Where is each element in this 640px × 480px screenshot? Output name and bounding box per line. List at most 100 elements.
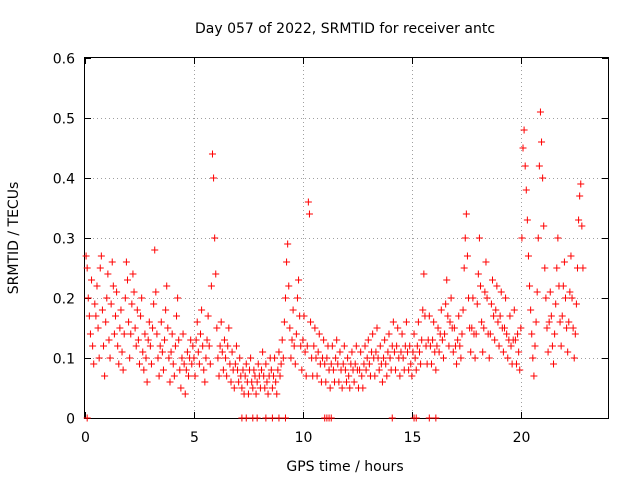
data-point: [483, 294, 491, 302]
data-point: [281, 294, 289, 302]
data-point: [313, 372, 321, 380]
data-point: [193, 318, 201, 326]
x-tick-label: 10: [295, 430, 313, 446]
data-point: [247, 354, 255, 362]
data-point: [94, 324, 102, 332]
data-point: [263, 378, 271, 386]
data-point: [556, 318, 564, 326]
data-point: [123, 276, 131, 284]
data-point: [288, 336, 296, 344]
data-point: [129, 270, 137, 278]
data-point: [285, 282, 293, 290]
data-point: [83, 264, 91, 272]
data-point: [117, 306, 125, 314]
data-point: [198, 306, 206, 314]
data-point: [206, 360, 214, 368]
data-point: [216, 342, 224, 350]
data-point: [389, 318, 397, 326]
data-point: [432, 366, 440, 374]
data-point: [299, 336, 307, 344]
data-point: [511, 336, 519, 344]
data-point: [441, 330, 449, 338]
data-point: [230, 384, 238, 392]
data-point: [357, 348, 365, 356]
data-point: [188, 360, 196, 368]
data-point: [279, 354, 287, 362]
data-point: [558, 312, 566, 320]
data-point: [293, 294, 301, 302]
data-point: [115, 360, 123, 368]
data-point: [432, 414, 440, 422]
data-point: [397, 348, 405, 356]
data-point: [199, 342, 207, 350]
data-point: [133, 306, 141, 314]
data-point: [275, 414, 283, 422]
data-point: [297, 342, 305, 350]
data-point: [569, 324, 577, 332]
data-point: [566, 288, 574, 296]
data-point: [514, 330, 522, 338]
data-point: [487, 300, 495, 308]
data-point: [373, 324, 381, 332]
data-point: [482, 258, 490, 266]
data-point: [361, 342, 369, 350]
data-point: [472, 330, 480, 338]
data-point: [394, 324, 402, 332]
data-point: [564, 348, 572, 356]
data-point: [217, 318, 225, 326]
data-point: [392, 366, 400, 374]
data-point: [517, 324, 525, 332]
data-point: [196, 330, 204, 338]
data-point: [301, 348, 309, 356]
data-point: [433, 342, 441, 350]
data-point: [283, 258, 291, 266]
data-point: [453, 360, 461, 368]
y-tick-label: 0.4: [53, 172, 75, 188]
data-point: [194, 348, 202, 356]
data-point: [98, 306, 106, 314]
data-point: [212, 270, 220, 278]
data-point: [276, 372, 284, 380]
data-point: [409, 348, 417, 356]
data-point: [195, 360, 203, 368]
data-point: [171, 342, 179, 350]
data-point: [393, 342, 401, 350]
data-point: [425, 414, 433, 422]
data-point: [475, 234, 483, 242]
data-point: [340, 342, 348, 350]
data-point: [500, 324, 508, 332]
data-point: [454, 336, 462, 344]
data-point: [396, 372, 404, 380]
data-point: [550, 360, 558, 368]
data-point: [346, 384, 354, 392]
data-point: [89, 342, 97, 350]
data-point: [268, 414, 276, 422]
data-point: [278, 336, 286, 344]
data-point: [504, 354, 512, 362]
data-point: [101, 372, 109, 380]
data-point: [295, 276, 303, 284]
data-point: [531, 342, 539, 350]
data-point: [532, 318, 540, 326]
data-point: [579, 264, 587, 272]
data-point: [348, 348, 356, 356]
data-point: [159, 366, 167, 374]
data-point: [447, 294, 455, 302]
data-point: [162, 306, 170, 314]
data-point: [236, 354, 244, 362]
data-point: [183, 348, 191, 356]
data-point: [413, 342, 421, 350]
data-point: [386, 354, 394, 362]
data-point: [529, 354, 537, 362]
data-point: [507, 342, 515, 350]
data-point: [399, 354, 407, 362]
data-point: [551, 330, 559, 338]
data-point: [371, 372, 379, 380]
data-point: [176, 366, 184, 374]
data-point: [467, 348, 475, 356]
data-point: [518, 234, 526, 242]
x-tick-label: 5: [190, 430, 199, 446]
data-point: [161, 336, 169, 344]
data-point: [96, 264, 104, 272]
data-point: [563, 324, 571, 332]
